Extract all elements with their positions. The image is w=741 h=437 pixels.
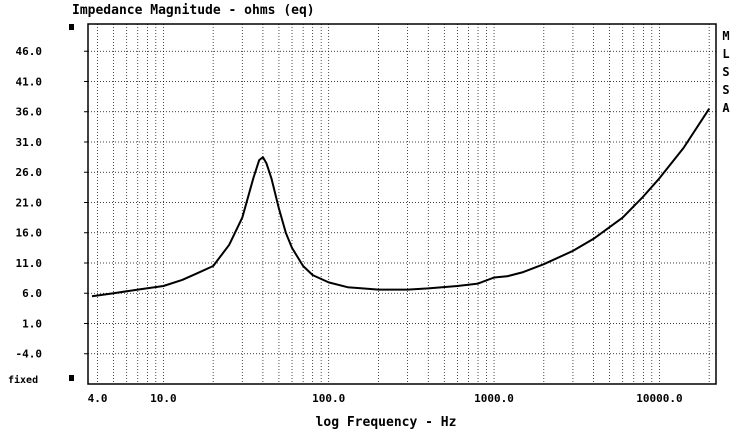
y-scale-marker-top: [69, 24, 74, 30]
x-tick-label: 4.0: [88, 392, 108, 405]
x-tick-label: 100.0: [312, 392, 345, 405]
plot-frame: [87, 23, 717, 385]
chart-title: Impedance Magnitude - ohms (eq): [72, 3, 315, 18]
side-label-letter: S: [722, 65, 729, 79]
y-tick-label: 26.0: [16, 166, 43, 179]
y-scale-marker-bottom: [69, 375, 74, 381]
x-axis-label: log Frequency - Hz: [316, 415, 457, 430]
y-tick-label: 36.0: [16, 106, 43, 119]
y-tick-label: 46.0: [16, 45, 43, 58]
x-tick-label: 10.0: [150, 392, 177, 405]
side-label-letter: A: [722, 101, 730, 115]
x-tick-labels: 4.0 10.0 100.0 1000.0 10000.0: [88, 392, 683, 405]
y-tick-label: 1.0: [22, 317, 42, 330]
y-tick-label: 6.0: [22, 287, 42, 300]
y-tick-labels: 46.0 41.0 36.0 31.0 26.0 21.0 16.0 11.0 6.0 1.0 -4…: [16, 45, 88, 361]
side-label-letter: M: [722, 29, 729, 43]
y-tick-label: 11.0: [16, 257, 43, 270]
side-label-letter: L: [722, 47, 729, 61]
fixed-scale-label: fixed: [8, 374, 38, 386]
x-tick-label: 10000.0: [636, 392, 682, 405]
y-tick-label: -4.0: [16, 348, 43, 361]
x-tick-label: 1000.0: [474, 392, 514, 405]
y-tick-label: 31.0: [16, 136, 43, 149]
impedance-curve: [91, 108, 711, 298]
y-tick-label: 41.0: [16, 75, 43, 88]
grid-lines: [88, 24, 716, 384]
side-label-letter: S: [722, 83, 729, 97]
y-tick-label: 16.0: [16, 227, 43, 240]
y-tick-label: 21.0: [16, 196, 43, 209]
series-layer: [91, 108, 711, 298]
